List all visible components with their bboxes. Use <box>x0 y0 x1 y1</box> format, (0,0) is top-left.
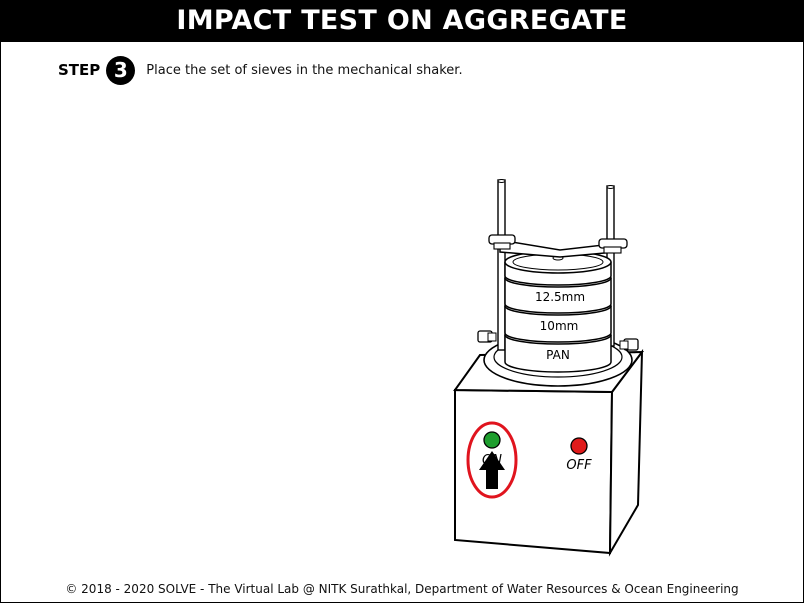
page-title: IMPACT TEST ON AGGREGATE <box>0 0 804 42</box>
step-text: Place the set of sieves in the mechanica… <box>146 62 463 78</box>
off-label: OFF <box>566 458 592 473</box>
sieve-label-pan: PAN <box>546 348 570 362</box>
left-rod <box>497 179 506 351</box>
on-button-highlight <box>466 421 518 499</box>
step-instruction: STEP 3 Place the set of sieves in the me… <box>58 55 463 85</box>
sieve-label-12-5mm: 12.5mm <box>535 290 585 304</box>
right-wing-nut[interactable] <box>598 238 628 254</box>
on-button[interactable] <box>483 431 501 449</box>
left-wing-nut[interactable] <box>488 234 516 250</box>
step-number-badge: 3 <box>106 55 136 85</box>
sieve-label-10mm: 10mm <box>540 319 579 333</box>
off-button[interactable] <box>570 437 588 455</box>
sieve-stack: 12.5mm 10mm PAN <box>504 250 612 373</box>
step-label: STEP <box>58 61 101 79</box>
up-arrow-icon <box>479 451 505 489</box>
mechanical-sieve-shaker: 12.5mm 10mm PAN ON OFF <box>453 179 645 557</box>
footer-copyright: © 2018 - 2020 SOLVE - The Virtual Lab @ … <box>65 582 739 596</box>
